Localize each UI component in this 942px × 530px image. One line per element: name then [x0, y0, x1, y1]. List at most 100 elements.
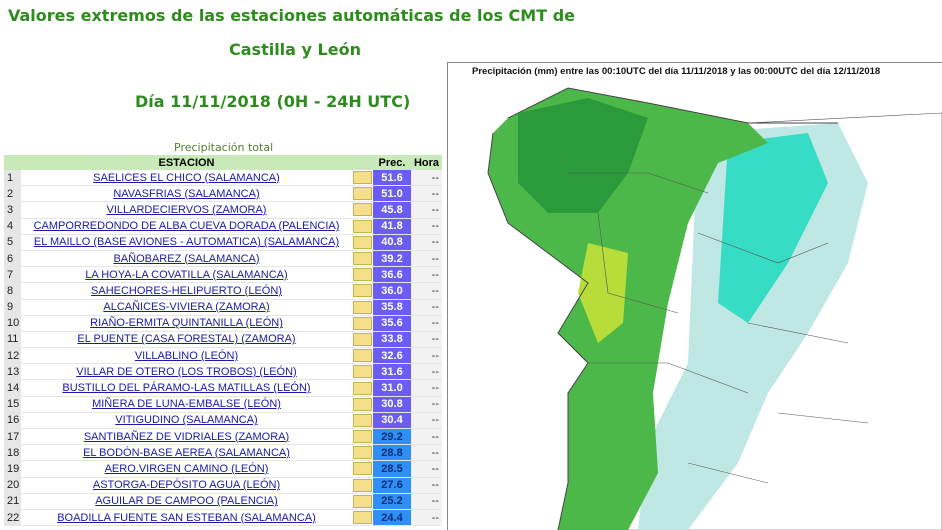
station-link[interactable]: SAHECHORES-HELIPUERTO (LEÓN) — [21, 282, 352, 300]
station-link[interactable]: SAELICES EL CHICO (SALAMANCA) — [21, 170, 352, 187]
map-image — [487, 87, 942, 530]
station-link[interactable]: SANTIBAÑEZ DE VIDRIALES (ZAMORA) — [21, 428, 352, 446]
graph-icon — [353, 284, 372, 298]
station-link[interactable]: BOADILLA FUENTE SAN ESTEBAN (SALAMANCA) — [21, 509, 352, 527]
row-number: 12 — [4, 347, 21, 365]
station-link[interactable]: EL PUENTE (CASA FORESTAL) (ZAMORA) — [21, 331, 352, 349]
graph-icon — [353, 252, 372, 266]
station-link[interactable]: EL MAILLO (BASE AVIONES - AUTOMATICA) (S… — [21, 234, 352, 251]
prec-value: 28.8 — [373, 444, 411, 462]
prec-value: 31.0 — [373, 379, 411, 397]
graph-button[interactable] — [352, 282, 373, 300]
station-link[interactable]: MIÑERA DE LUNA-EMBALSE (LEÓN) — [21, 396, 352, 413]
hora-value: -- — [411, 509, 442, 527]
graph-button[interactable] — [352, 509, 373, 527]
table-row: 19 AERO.VIRGEN CAMINO (LEÓN) 28.5 -- — [4, 460, 442, 478]
row-number: 20 — [4, 477, 21, 494]
prec-value: 27.6 — [373, 477, 411, 494]
graph-button[interactable] — [352, 185, 373, 203]
graph-button[interactable] — [352, 170, 373, 187]
table-row: 4 CAMPORREDONDO DE ALBA CUEVA DORADA (PA… — [4, 218, 442, 235]
table-row: 14 BUSTILLO DEL PÁRAMO-LAS MATILLAS (LEÓ… — [4, 379, 442, 397]
graph-icon — [353, 430, 372, 444]
hora-value: -- — [411, 460, 442, 478]
graph-button[interactable] — [352, 315, 373, 332]
table-row: 21 AGUILAR DE CAMPOO (PALENCIA) 25.2 -- — [4, 493, 442, 510]
row-number: 13 — [4, 363, 21, 381]
row-number: 11 — [4, 331, 21, 349]
graph-icon — [353, 219, 372, 233]
station-link[interactable]: ASTORGA-DEPÓSITO AGUA (LEÓN) — [21, 477, 352, 494]
hora-value: -- — [411, 477, 442, 494]
graph-button[interactable] — [352, 347, 373, 365]
prec-value: 25.2 — [373, 493, 411, 510]
table-row: 12 VILLABLINO (LEÓN) 32.6 -- — [4, 347, 442, 365]
graph-button[interactable] — [352, 299, 373, 316]
station-link[interactable]: ALCAÑICES-VIVIERA (ZAMORA) — [21, 299, 352, 316]
date-title: Día 11/11/2018 (0H - 24H UTC) — [135, 92, 411, 111]
row-number: 6 — [4, 250, 21, 268]
station-link[interactable]: VILLABLINO (LEÓN) — [21, 347, 352, 365]
station-link[interactable]: BUSTILLO DEL PÁRAMO-LAS MATILLAS (LEÓN) — [21, 379, 352, 397]
graph-icon — [353, 187, 372, 201]
graph-icon — [353, 332, 372, 346]
row-number: 9 — [4, 299, 21, 316]
col-station: ESTACION — [21, 155, 352, 170]
prec-value: 29.2 — [373, 428, 411, 446]
graph-button[interactable] — [352, 331, 373, 349]
station-link[interactable]: VITIGUDINO (SALAMANCA) — [21, 412, 352, 430]
graph-icon — [353, 462, 372, 476]
station-link[interactable]: EL BODÓN-BASE AEREA (SALAMANCA) — [21, 444, 352, 462]
coastline — [487, 87, 838, 530]
graph-button[interactable] — [352, 444, 373, 462]
graph-icon — [353, 316, 372, 330]
row-number: 18 — [4, 444, 21, 462]
row-number: 10 — [4, 315, 21, 332]
graph-button[interactable] — [352, 493, 373, 510]
table-row: 22 BOADILLA FUENTE SAN ESTEBAN (SALAMANC… — [4, 509, 442, 527]
prec-value: 33.8 — [373, 331, 411, 349]
prec-value: 28.5 — [373, 460, 411, 478]
table-row: 10 RIAÑO-ERMITA QUINTANILLA (LEÓN) 35.6 … — [4, 315, 442, 332]
row-number: 1 — [4, 170, 21, 187]
graph-icon — [353, 494, 372, 508]
station-link[interactable]: NAVASFRIAS (SALAMANCA) — [21, 185, 352, 203]
graph-button[interactable] — [352, 266, 373, 284]
table-row: 13 VILLAR DE OTERO (LOS TROBOS) (LEÓN) 3… — [4, 363, 442, 381]
station-link[interactable]: CAMPORREDONDO DE ALBA CUEVA DORADA (PALE… — [21, 218, 352, 235]
row-number: 7 — [4, 266, 21, 284]
graph-button[interactable] — [352, 218, 373, 235]
row-number: 8 — [4, 282, 21, 300]
graph-button[interactable] — [352, 379, 373, 397]
prec-value: 30.8 — [373, 396, 411, 413]
graph-button[interactable] — [352, 234, 373, 251]
station-link[interactable]: VILLAR DE OTERO (LOS TROBOS) (LEÓN) — [21, 363, 352, 381]
station-link[interactable]: RIAÑO-ERMITA QUINTANILLA (LEÓN) — [21, 315, 352, 332]
hora-value: -- — [411, 331, 442, 349]
hora-value: -- — [411, 347, 442, 365]
precipitation-table: ESTACION Prec. Hora 1 SAELICES EL CHICO … — [4, 155, 442, 527]
graph-button[interactable] — [352, 363, 373, 381]
station-link[interactable]: LA HOYA-LA COVATILLA (SALAMANCA) — [21, 266, 352, 284]
station-link[interactable]: VILLARDECIERVOS (ZAMORA) — [21, 201, 352, 219]
graph-icon — [353, 478, 372, 492]
graph-button[interactable] — [352, 460, 373, 478]
table-row: 7 LA HOYA-LA COVATILLA (SALAMANCA) 36.6 … — [4, 266, 442, 284]
hora-value: -- — [411, 412, 442, 430]
station-link[interactable]: AGUILAR DE CAMPOO (PALENCIA) — [21, 493, 352, 510]
graph-button[interactable] — [352, 428, 373, 446]
hora-value: -- — [411, 396, 442, 413]
graph-icon — [353, 511, 372, 525]
prec-value: 32.6 — [373, 347, 411, 365]
graph-button[interactable] — [352, 477, 373, 494]
table-row: 5 EL MAILLO (BASE AVIONES - AUTOMATICA) … — [4, 234, 442, 251]
station-link[interactable]: AERO.VIRGEN CAMINO (LEÓN) — [21, 460, 352, 478]
hora-value: -- — [411, 170, 442, 187]
hora-value: -- — [411, 493, 442, 510]
graph-button[interactable] — [352, 250, 373, 268]
row-number: 22 — [4, 509, 21, 527]
graph-button[interactable] — [352, 396, 373, 413]
graph-button[interactable] — [352, 412, 373, 430]
graph-button[interactable] — [352, 201, 373, 219]
station-link[interactable]: BAÑOBAREZ (SALAMANCA) — [21, 250, 352, 268]
